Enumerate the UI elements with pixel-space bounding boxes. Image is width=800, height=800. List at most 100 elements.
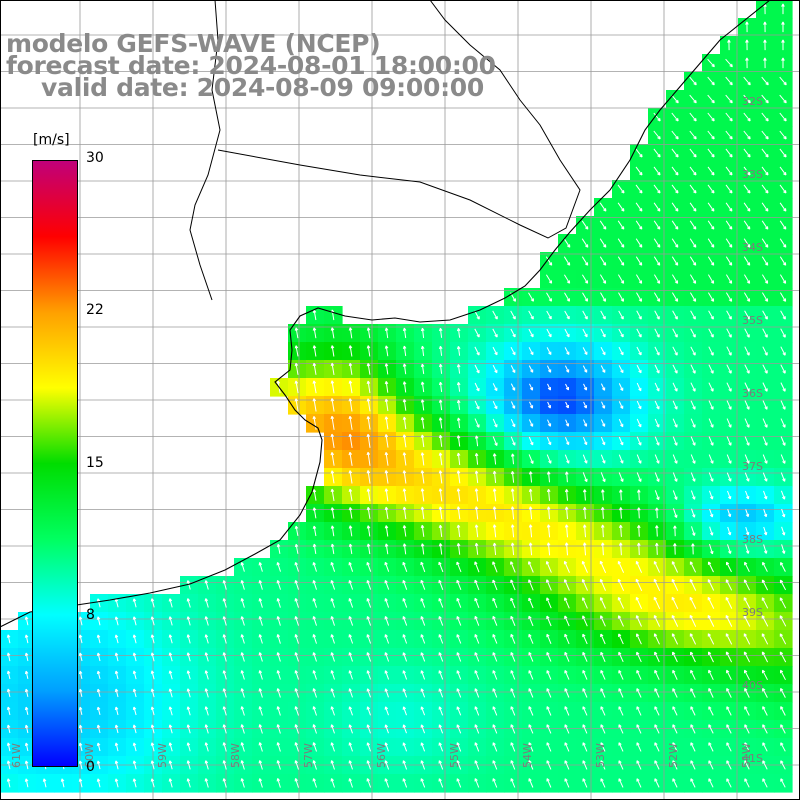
wind-arrow [545, 274, 553, 284]
wind-arrow [744, 454, 750, 464]
wind-arrow [168, 706, 173, 716]
wind-arrow [762, 418, 768, 428]
wind-arrow [779, 184, 787, 194]
wind-arrow [312, 652, 317, 662]
wind-arrow [654, 472, 660, 482]
wind-arrow [6, 652, 11, 662]
lon-label: 51W [740, 743, 753, 768]
wind-arrow [258, 580, 263, 590]
wind-arrow [114, 652, 119, 662]
wind-arrow [348, 398, 353, 412]
wind-arrow [617, 597, 625, 609]
wind-arrow [654, 364, 660, 374]
wind-arrow [348, 760, 353, 770]
wind-arrow [761, 633, 769, 645]
wind-arrow [204, 616, 209, 626]
wind-arrow [655, 507, 659, 519]
wind-arrow [653, 292, 661, 302]
wind-arrow [564, 633, 570, 645]
wind-arrow [456, 328, 461, 338]
wind-arrow [635, 148, 643, 158]
wind-arrow [726, 669, 732, 681]
wind-arrow [725, 238, 733, 248]
wind-arrow [402, 724, 407, 734]
wind-arrow [689, 274, 697, 284]
wind-arrow [779, 238, 787, 248]
wind-arrow [745, 57, 749, 69]
wind-arrow [653, 184, 661, 194]
wind-arrow [653, 561, 661, 573]
wind-arrow [581, 238, 589, 248]
wind-arrow [780, 436, 786, 446]
wind-arrow [545, 256, 553, 266]
wind-arrow [781, 544, 786, 554]
wind-arrow [312, 634, 317, 644]
wind-arrow [618, 328, 624, 338]
wind-arrow [186, 652, 191, 662]
wind-arrow [671, 256, 679, 266]
wind-arrow [348, 415, 353, 430]
wind-arrow [618, 436, 624, 446]
wind-arrow [438, 417, 443, 429]
wind-arrow [761, 94, 769, 104]
wind-arrow [474, 724, 480, 734]
wind-arrow [294, 345, 299, 357]
wind-arrow [168, 778, 173, 788]
wind-arrow [762, 400, 768, 410]
wind-arrow [725, 166, 733, 176]
wind-arrow [708, 364, 714, 374]
wind-arrow [78, 652, 83, 662]
wind-arrow [726, 760, 732, 770]
lon-label: 54W [521, 743, 534, 768]
wind-arrow [743, 94, 751, 104]
wind-arrow [114, 670, 119, 680]
wind-arrow [348, 561, 354, 572]
wind-arrow [366, 561, 372, 572]
wind-arrow [726, 382, 732, 392]
wind-arrow [96, 670, 101, 680]
wind-arrow [366, 706, 371, 716]
wind-arrow [727, 544, 732, 554]
wind-arrow [654, 454, 660, 464]
wind-arrow [707, 166, 715, 176]
wind-arrow [635, 238, 643, 248]
wind-arrow [727, 490, 732, 500]
wind-arrow [348, 345, 353, 357]
wind-arrow [726, 400, 732, 410]
wind-arrow [420, 381, 425, 393]
wind-arrow [582, 651, 588, 662]
wind-arrow [204, 580, 209, 590]
wind-arrow [690, 400, 696, 410]
wind-arrow [653, 112, 661, 122]
lon-label: 57W [302, 743, 315, 768]
wind-arrow [222, 724, 227, 734]
wind-arrow [78, 688, 83, 698]
wind-arrow [708, 651, 714, 663]
wind-arrow [743, 274, 751, 284]
wind-arrow [330, 634, 335, 644]
wind-arrow [474, 382, 480, 392]
wind-arrow [222, 760, 227, 770]
wind-arrow [150, 778, 155, 788]
wind-arrow [258, 688, 263, 698]
wind-arrow [653, 238, 661, 248]
wind-arrow [654, 382, 660, 392]
wind-arrow [474, 778, 480, 788]
wind-arrow [726, 742, 732, 752]
wind-arrow [96, 616, 101, 626]
wind-arrow [744, 760, 750, 770]
wind-arrow [707, 256, 715, 266]
wind-arrow [780, 669, 786, 681]
wind-arrow [492, 436, 498, 446]
wind-arrow [635, 615, 642, 627]
wind-arrow [528, 328, 534, 338]
wind-arrow [366, 742, 371, 752]
wind-arrow [24, 634, 29, 644]
wind-arrow [510, 453, 515, 465]
forecast-date: forecast date: 2024-08-01 18:00:00 [6, 51, 496, 80]
wind-arrow [672, 382, 678, 392]
wind-arrow [510, 310, 516, 320]
wind-arrow [438, 381, 443, 392]
wind-arrow [420, 434, 425, 448]
